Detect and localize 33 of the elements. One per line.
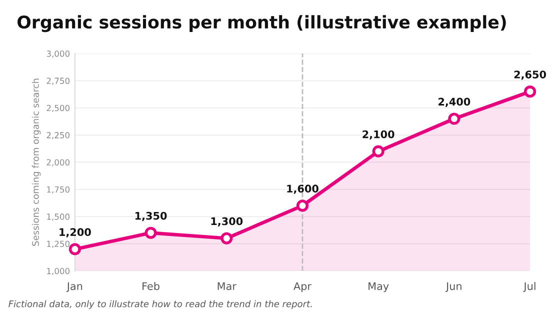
y-tick-label: 1,250 [47,240,70,248]
y-tick-label: 2,750 [46,78,70,85]
y-tick-label: 1,750 [47,186,70,194]
x-tick-label: Jun [446,282,462,292]
point [524,86,536,98]
text: Fictional data, only to illustrate how to read the trend in the report. [8,300,312,310]
point [372,145,384,158]
chart-title: Organic sessions per month (illustrative example) [18,15,506,32]
y-tick-label: 2,250 [46,132,70,140]
point [144,226,157,239]
x-tick-label: Apr [294,282,312,292]
x-tick-label: Jan [66,282,82,292]
point [448,112,460,125]
data-label: 1,350 [135,212,167,222]
x-tick-label: Mar [218,282,236,290]
data-label: 1,600 [287,184,318,194]
data-label: 2,400 [438,98,470,107]
y-axis-title: Sessions coming from organic search [32,78,41,246]
x-tick-label: Jul [523,282,536,292]
data-label: 1,300 [211,217,243,226]
y-tick-label: 2,500 [46,104,70,112]
point [296,200,309,212]
data-label: 1,200 [60,228,91,238]
y-tick-label: 3,000 [46,50,70,58]
data-label: 2,650 [514,70,546,80]
point [68,243,81,256]
x-tick-label: May [368,282,389,292]
x-tick-label: Feb [142,282,160,290]
y-tick-label: 2,000 [46,159,70,166]
data-label: 2,100 [362,130,394,140]
y-tick-label: 1,000 [47,268,70,276]
y-tick-label: 1,500 [47,214,70,221]
point [220,232,233,244]
